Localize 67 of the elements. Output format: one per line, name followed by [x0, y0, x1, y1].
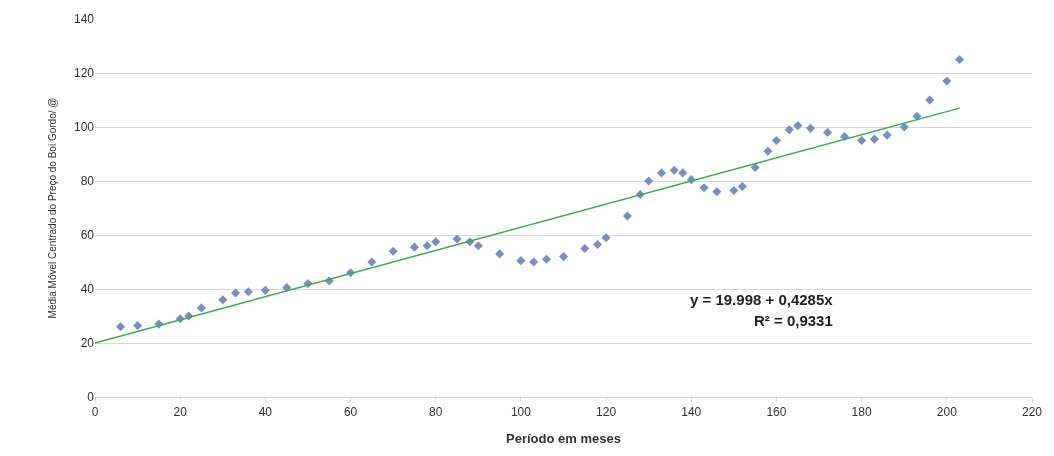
- point: [823, 127, 833, 137]
- point: [495, 249, 505, 259]
- point: [367, 257, 377, 267]
- x-tick-label: 80: [429, 405, 443, 420]
- x-tick-label: 220: [1021, 405, 1043, 420]
- point: [793, 121, 803, 131]
- point: [388, 246, 398, 256]
- point: [133, 320, 143, 330]
- y-tick-label: 80: [80, 174, 95, 189]
- point: [942, 76, 952, 86]
- point: [116, 322, 126, 332]
- point: [601, 233, 611, 243]
- point: [925, 95, 935, 105]
- point: [452, 234, 462, 244]
- annotation: R² = 0,9331: [754, 312, 833, 329]
- point: [593, 239, 603, 249]
- x-axis-title: Período em meses: [506, 431, 621, 446]
- point: [771, 135, 781, 146]
- point: [431, 237, 441, 247]
- point: [857, 135, 867, 146]
- point: [622, 211, 632, 221]
- point: [409, 242, 419, 252]
- y-tick-label: 20: [80, 336, 95, 351]
- point: [260, 285, 270, 295]
- y-tick-label: 100: [73, 120, 95, 135]
- point: [678, 168, 688, 178]
- point: [558, 252, 569, 262]
- x-tick-label: 160: [766, 405, 787, 420]
- x-tick-label: 100: [510, 405, 532, 420]
- x-tick-label: 40: [258, 405, 273, 420]
- point: [218, 295, 228, 305]
- point: [712, 187, 722, 197]
- y-tick-label: 40: [80, 282, 95, 297]
- y-tick-label: 120: [73, 66, 95, 81]
- point: [763, 146, 773, 156]
- point: [529, 257, 539, 267]
- x-tick-label: 180: [851, 405, 872, 420]
- annotation: y = 19.998 + 0,4285x: [690, 291, 834, 308]
- point: [699, 183, 709, 193]
- point: [231, 288, 241, 298]
- x-tick-label: 200: [936, 405, 958, 420]
- point: [805, 123, 816, 133]
- point: [422, 241, 432, 251]
- point: [243, 287, 253, 297]
- point: [541, 254, 552, 264]
- point: [644, 176, 654, 186]
- y-tick-label: 0: [87, 390, 95, 405]
- point: [882, 130, 892, 140]
- point: [656, 168, 667, 178]
- x-tick-label: 60: [343, 405, 358, 420]
- point: [473, 241, 483, 251]
- point: [784, 125, 794, 135]
- x-tick-label: 120: [596, 405, 617, 420]
- point: [955, 54, 965, 65]
- point: [196, 303, 207, 313]
- point: [669, 165, 679, 175]
- point: [737, 181, 747, 191]
- x-tick-label: 140: [681, 405, 702, 420]
- point: [516, 256, 526, 266]
- y-tick-label: 140: [73, 12, 95, 27]
- point: [282, 283, 292, 293]
- point: [580, 243, 590, 254]
- x-tick-label: 20: [173, 405, 188, 420]
- point: [729, 185, 739, 195]
- y-tick-label: 60: [80, 228, 95, 243]
- y-axis-title: Média Móvel Centrado do Preço do Boi Gordo/ @: [46, 97, 58, 319]
- point: [869, 134, 879, 144]
